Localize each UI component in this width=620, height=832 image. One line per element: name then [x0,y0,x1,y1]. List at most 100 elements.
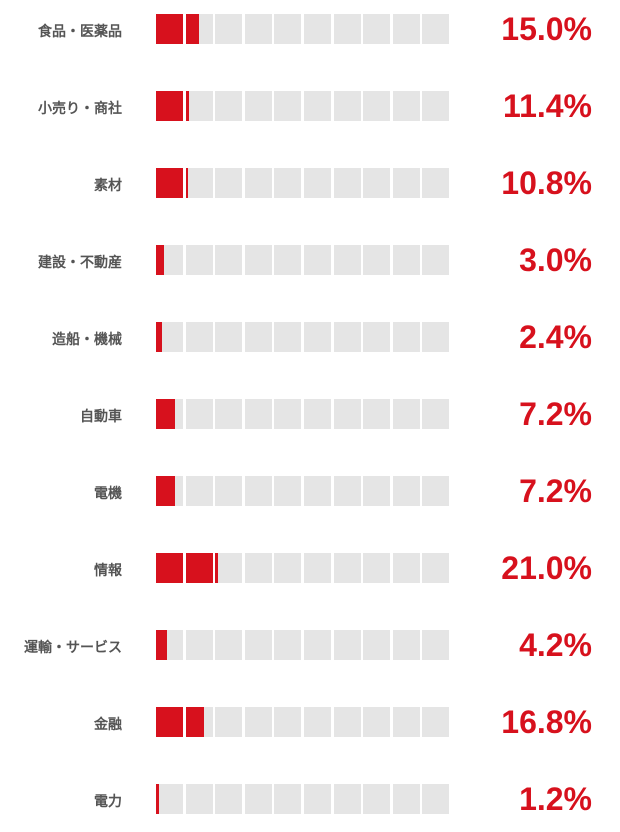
bar-grid-cell [422,630,450,660]
bar-grid-cell [215,476,243,506]
bar-grid-cell [363,707,391,737]
bar-grid-cell [422,399,450,429]
category-label: 造船・機械 [52,331,122,347]
bar-track [156,245,452,275]
bar-grid-cell [422,245,450,275]
bar-track [156,91,452,121]
bar-grid-cell [333,630,361,660]
bar-grid-cell [333,168,361,198]
category-label: 建設・不動産 [38,254,122,270]
bar-grid-cell [244,322,272,352]
bar-grid-cell [422,784,450,814]
bar-grid-cell [392,14,420,44]
bar-grid-cell [274,784,302,814]
bar-fill-segment [156,91,183,121]
bar-grid-cell [215,245,243,275]
bar-fill-segment [156,245,165,275]
bar-grid-cell [333,476,361,506]
bar-grid-cell [304,14,331,44]
bar-grid-cell [392,168,420,198]
bar-grid-cell [392,476,420,506]
bar-track [156,476,452,506]
bar-grid-cell [274,630,302,660]
chart-row: 電力 1.2% [0,781,620,817]
category-label: 電機 [94,485,122,501]
bar-grid-cell [185,91,213,121]
bar-grid-cell [304,707,331,737]
bar-grid-cell [274,245,302,275]
bar-fill-segment [156,553,183,583]
bar-fill-segment [185,91,190,121]
bar-grid-cell [363,476,391,506]
bar-grid-cell [215,399,243,429]
chart-row: 小売り・商社 11.4% [0,88,620,124]
bar-fill-segment [156,707,183,737]
bar-track [156,168,452,198]
bar-grid-cell [304,322,331,352]
bar-grid-cell [363,784,391,814]
value-label: 16.8% [501,704,592,740]
bar-fill-segment [185,168,188,198]
chart-row: 情報 21.0% [0,550,620,586]
bar-fill-segment [156,168,183,198]
bar-grid-cell [274,553,302,583]
bar-grid-cell [274,91,302,121]
category-label: 情報 [94,562,122,578]
bar-grid-cell [422,476,450,506]
bar-grid-cell [156,784,183,814]
bar-grid-cell [304,399,331,429]
bar-grid-cell [244,476,272,506]
bar-grid-cell [333,322,361,352]
bar-grid-cell [363,553,391,583]
bar-grid-cell [215,784,243,814]
bar-grid-cell [392,707,420,737]
bar-grid-cell [215,168,243,198]
bar-grid-cell [333,399,361,429]
bar-grid-cell [304,553,331,583]
bar-grid-cell [363,399,391,429]
bar-grid-cell [422,91,450,121]
bar-fill-segment [156,784,160,814]
value-label: 7.2% [519,473,592,509]
bar-grid-cell [363,91,391,121]
bar-grid-cell [185,784,213,814]
category-label: 金融 [94,716,122,732]
chart-row: 食品・医薬品 15.0% [0,11,620,47]
value-label: 4.2% [519,627,592,663]
bar-fill-segment [156,476,176,506]
bar-grid-cell [215,630,243,660]
bar-track [156,14,452,44]
bar-grid-cell [274,399,302,429]
bar-grid-cell [244,245,272,275]
bar-grid-cell [363,168,391,198]
bar-grid-cell [422,707,450,737]
bar-fill-segment [156,399,176,429]
bar-track [156,630,452,660]
bar-fill-segment [215,553,218,583]
category-label: 食品・医薬品 [38,23,122,39]
bar-grid-cell [392,91,420,121]
bar-grid-cell [244,784,272,814]
bar-grid-cell [185,245,213,275]
bar-grid-cell [274,707,302,737]
bar-grid-cell [215,91,243,121]
value-label: 1.2% [519,781,592,817]
bar-grid-cell [363,14,391,44]
bar-grid-cell [215,322,243,352]
bar-grid-cell [274,476,302,506]
category-label: 素材 [94,177,122,193]
bar-grid-cell [244,553,272,583]
bar-fill-segment [156,630,168,660]
bar-grid-cell [304,476,331,506]
bar-fill-segment [156,14,183,44]
bar-grid-cell [333,14,361,44]
bar-grid-cell [274,168,302,198]
bar-track [156,399,452,429]
value-label: 21.0% [501,550,592,586]
bar-grid-cell [363,245,391,275]
value-label: 3.0% [519,242,592,278]
bar-grid-cell [422,322,450,352]
category-label: 自動車 [80,408,122,424]
bar-grid-cell [392,322,420,352]
